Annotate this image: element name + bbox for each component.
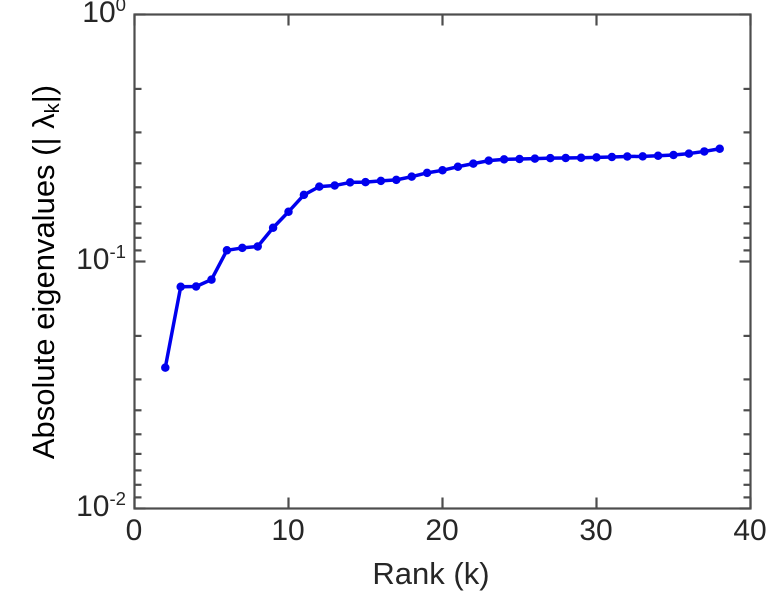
data-point (268, 223, 278, 232)
data-point (669, 150, 678, 160)
ytick-label-1e-2: 10-2 (36, 488, 126, 524)
ytick-mantissa-1e0: 10 (82, 0, 116, 29)
data-point (422, 168, 432, 178)
ytick-exponent-1e-1: -1 (109, 241, 126, 262)
data-point (438, 166, 447, 175)
xtick-label-40: 40 (733, 514, 767, 547)
series-line (163, 147, 722, 370)
data-point (376, 176, 386, 186)
data-point (592, 153, 601, 162)
data-point (176, 282, 185, 292)
data-point (253, 242, 262, 251)
data-point (315, 182, 324, 191)
series-markers (161, 144, 724, 372)
xtick-label-0: 0 (125, 514, 143, 547)
ytick-exponent-1e-2: -2 (109, 488, 126, 509)
data-point (345, 178, 355, 187)
data-point (407, 172, 416, 181)
axes-box (133, 13, 752, 510)
data-point (576, 153, 586, 163)
data-point (330, 181, 339, 190)
ytick-mantissa-1e-2: 10 (76, 490, 110, 523)
data-point (515, 154, 524, 164)
data-point (161, 363, 170, 372)
ytick-exponent-1e0: 0 (115, 0, 126, 15)
data-point (284, 207, 293, 216)
data-point (453, 162, 463, 171)
y-axis-ticks (134, 13, 751, 510)
data-point (299, 190, 309, 200)
data-series-eigenvalues (161, 144, 724, 372)
data-point (191, 282, 201, 291)
data-point (638, 152, 647, 161)
xtick-label-10: 10 (271, 514, 305, 547)
data-point (653, 151, 663, 160)
data-point (222, 246, 232, 255)
ytick-mantissa-1e-1: 10 (76, 243, 110, 276)
data-point (607, 152, 617, 162)
data-point (361, 177, 370, 187)
data-point (238, 243, 247, 253)
data-point (207, 275, 216, 284)
x-axis-label: Rank (k) (372, 556, 490, 591)
xtick-label-30: 30 (579, 514, 613, 547)
ytick-label-1e-1: 10-1 (36, 241, 126, 277)
data-point (546, 153, 555, 163)
ytick-label-1e0: 100 (36, 0, 126, 30)
data-point (392, 175, 401, 185)
data-point (484, 156, 493, 165)
data-point (499, 155, 509, 164)
data-point (715, 144, 724, 154)
data-point (700, 147, 709, 156)
data-point (469, 159, 478, 168)
data-point (561, 153, 570, 163)
data-point (623, 152, 632, 161)
data-point (684, 149, 694, 158)
data-point (530, 154, 540, 163)
x-axis-ticks (133, 14, 752, 509)
xtick-label-20: 20 (425, 514, 459, 547)
